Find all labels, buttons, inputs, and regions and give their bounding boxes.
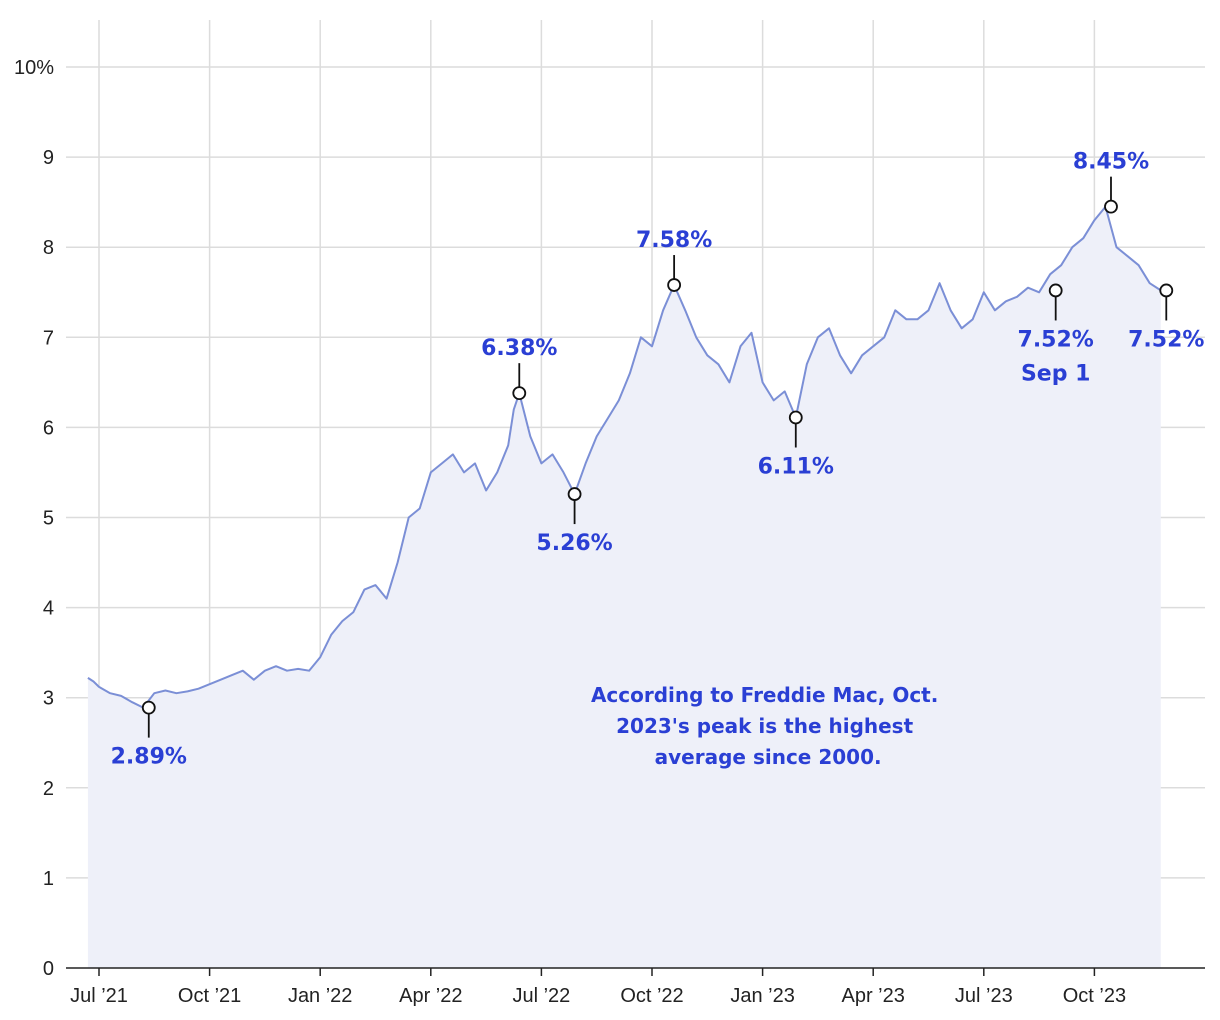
annotation-label: 7.52% bbox=[1018, 327, 1094, 352]
x-tick-label: Jul ’22 bbox=[512, 985, 570, 1007]
x-tick-label: Oct ’23 bbox=[1063, 985, 1126, 1007]
y-tick-labels: 0 1 2 3 4 5 6 7 8 9 10% bbox=[14, 57, 54, 980]
y-tick-label: 3 bbox=[43, 688, 54, 710]
chart-note-line: According to Freddie Mac, Oct. bbox=[591, 683, 938, 707]
annotation-marker bbox=[567, 487, 582, 501]
annotation-label: 2.89% bbox=[111, 745, 187, 770]
y-tick-label: 4 bbox=[43, 598, 54, 620]
annotation-label: 8.45% bbox=[1073, 150, 1149, 175]
annotation-label: 6.11% bbox=[758, 454, 834, 479]
y-tick-label: 6 bbox=[43, 417, 54, 439]
y-tick-label: 5 bbox=[43, 508, 54, 530]
x-tick-label: Apr ’23 bbox=[842, 985, 905, 1007]
x-tick-labels: Jul ’21 Oct ’21 Jan ’22 Apr ’22 Jul ’22 Oct ’… bbox=[70, 985, 1126, 1007]
x-tick-label: Jan ’23 bbox=[730, 985, 795, 1007]
annotation-marker bbox=[1104, 199, 1118, 214]
annotation-marker bbox=[667, 278, 682, 292]
annotation-label: 6.38% bbox=[481, 336, 557, 361]
chart-note: According to Freddie Mac, Oct. 2023's pe… bbox=[591, 683, 945, 769]
y-tick-label: 8 bbox=[43, 237, 54, 259]
chart-note-line: average since 2000. bbox=[655, 745, 882, 769]
annotations: 2.89% 6.38% 5.26% 7.58% 6.11% 7.52% Sep 1 8.45%… bbox=[111, 150, 1205, 770]
y-tick-label: 1 bbox=[43, 868, 54, 890]
annotation-label: 7.52% bbox=[1128, 327, 1204, 352]
annotation-marker bbox=[512, 386, 527, 401]
annotation-marker bbox=[1159, 283, 1174, 298]
y-tick-label: 0 bbox=[43, 958, 54, 980]
y-tick-label: 10% bbox=[14, 57, 54, 79]
annotation-marker bbox=[788, 410, 803, 425]
annotation-sublabel: Sep 1 bbox=[1021, 361, 1090, 386]
x-tick-label: Apr ’22 bbox=[399, 985, 462, 1007]
annotation-marker bbox=[141, 700, 156, 715]
series-area bbox=[87, 206, 1161, 968]
y-tick-label: 7 bbox=[43, 327, 54, 349]
series-line bbox=[87, 205, 1162, 709]
x-tick-label: Oct ’22 bbox=[620, 985, 683, 1007]
annotation-marker bbox=[1048, 283, 1063, 298]
y-tick-label: 2 bbox=[43, 778, 54, 800]
annotation-label: 5.26% bbox=[536, 531, 612, 556]
x-tick-label: Oct ’21 bbox=[178, 985, 241, 1007]
y-tick-label: 9 bbox=[43, 147, 54, 169]
chart-note-line: 2023's peak is the highest bbox=[616, 714, 913, 738]
series-layer bbox=[87, 205, 1162, 968]
x-tick-label: Jan ’22 bbox=[288, 985, 353, 1007]
annotation-label: 7.58% bbox=[636, 228, 712, 253]
x-tick-label: Jul ’21 bbox=[70, 985, 128, 1007]
x-tick-label: Jul ’23 bbox=[955, 985, 1013, 1007]
